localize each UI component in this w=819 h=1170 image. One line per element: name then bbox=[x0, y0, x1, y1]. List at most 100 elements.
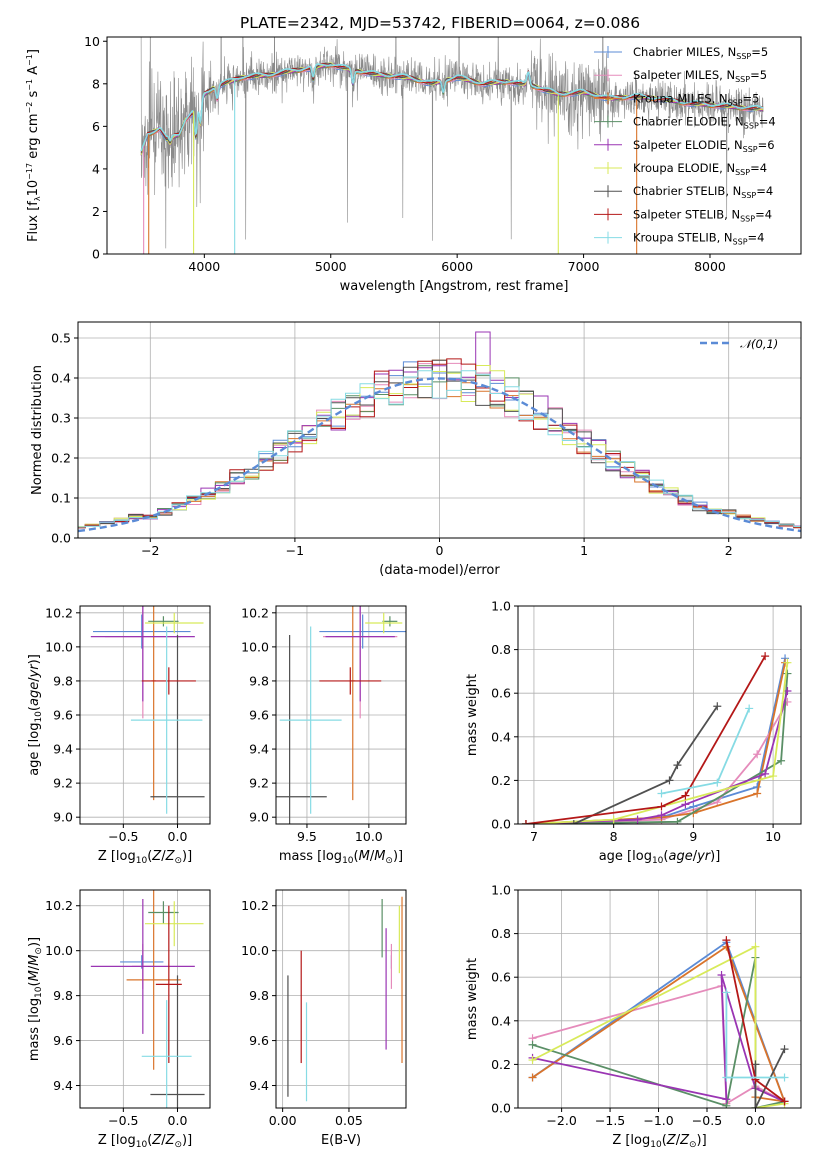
x-tick-label: 10.0 bbox=[355, 829, 383, 844]
x-tick-label: 8000 bbox=[694, 259, 726, 274]
y-tick-label: 2 bbox=[92, 204, 100, 219]
y-tick-label: 1.0 bbox=[491, 883, 511, 898]
x-tick-label: 9 bbox=[689, 829, 697, 844]
weight-series-2 bbox=[525, 662, 786, 824]
x-tick-label: 0.00 bbox=[269, 1113, 297, 1128]
y-tick-label: 9.4 bbox=[249, 1078, 269, 1093]
weight-marker bbox=[722, 1095, 731, 1104]
plot-area bbox=[276, 606, 406, 824]
weight-series-7 bbox=[525, 655, 766, 824]
weight-series-4 bbox=[525, 690, 789, 824]
model-spectrum-1 bbox=[140, 65, 764, 154]
plot-area bbox=[140, 37, 764, 254]
x-axis-label: wavelength [Angstrom, rest frame] bbox=[340, 279, 569, 294]
weight-marker bbox=[783, 687, 792, 696]
y-axis-label: mass weight bbox=[465, 674, 480, 756]
y-tick-label: 0.8 bbox=[491, 926, 511, 941]
y-axis-label: age [log10(age/yr)] bbox=[27, 654, 44, 776]
axes-frame bbox=[106, 36, 802, 255]
y-tick-label: 10.0 bbox=[45, 943, 73, 958]
weight-marker bbox=[717, 971, 726, 980]
axes-frame bbox=[517, 605, 802, 825]
weight-marker bbox=[609, 815, 618, 824]
panel-age-vs-mass: 9.5 10.0 9.0 9.2 9.4 9.6 9.8 10.0 10.2 mass [log1… bbox=[241, 605, 407, 866]
y-tick-label: 9.8 bbox=[53, 988, 73, 1003]
weight-marker bbox=[783, 669, 792, 678]
x-axis-label: Z [log10(Z/Z⊙)] bbox=[98, 849, 192, 866]
plot-area bbox=[80, 606, 210, 824]
panel-spectrum: 4000 5000 6000 7000 8000 0 2 4 6 8 10 wavelength [A… bbox=[25, 34, 802, 294]
weight-marker bbox=[713, 778, 722, 787]
y-tick-label: 10.2 bbox=[241, 898, 269, 913]
legend-label: Chabrier MILES, NSSP=5 bbox=[633, 45, 768, 61]
panel-residuals: −2 −1 0 1 2 0.0 0.1 0.2 0.3 0.4 0.5 (data-model)/er… bbox=[30, 321, 802, 578]
x-axis-label: E(B-V) bbox=[321, 1133, 361, 1148]
y-tick-label: 9.6 bbox=[53, 1033, 73, 1048]
plot-area bbox=[518, 606, 801, 824]
x-tick-label: 7000 bbox=[568, 259, 600, 274]
weight-marker bbox=[665, 776, 674, 785]
weight-marker bbox=[657, 802, 666, 811]
weight-series-1 bbox=[525, 701, 789, 824]
x-tick-label: 0.0 bbox=[746, 1113, 766, 1128]
y-tick-label: 9.2 bbox=[53, 776, 73, 791]
y-tick-label: 0.2 bbox=[51, 451, 71, 466]
weight-marker bbox=[528, 1073, 537, 1082]
y-tick-label: 9.6 bbox=[249, 708, 269, 723]
weight-marker bbox=[673, 817, 682, 824]
x-tick-label: 1 bbox=[580, 543, 588, 558]
panel-weight-vs-Z: −2.0 −1.5 −1.0 −0.5 0.0 0.0 0.2 0.4 0.6 0.8 1.0 Z [… bbox=[465, 883, 802, 1150]
axes-frame bbox=[77, 321, 802, 539]
plot-area bbox=[276, 890, 406, 1108]
y-tick-label: 9.2 bbox=[249, 776, 269, 791]
panel-mass-vs-EBV: 0.00 0.05 9.4 9.6 9.8 10.0 10.2 E(B-V) bbox=[241, 889, 407, 1148]
x-tick-label: 0.0 bbox=[168, 829, 188, 844]
weight-marker bbox=[777, 756, 786, 765]
y-tick-label: 4 bbox=[92, 161, 100, 176]
y-tick-label: 6 bbox=[92, 119, 100, 134]
x-tick-label: 0.05 bbox=[335, 1113, 363, 1128]
x-tick-label: 7 bbox=[530, 829, 538, 844]
y-tick-label: 1.0 bbox=[491, 599, 511, 614]
x-tick-label: 0 bbox=[436, 543, 444, 558]
weight-marker bbox=[780, 1097, 789, 1106]
weight-marker bbox=[722, 1073, 731, 1082]
x-axis-label: Z [log10(Z/Z⊙)] bbox=[98, 1133, 192, 1150]
axes-frame bbox=[79, 889, 211, 1109]
y-tick-label: 9.4 bbox=[53, 1078, 73, 1093]
x-tick-label: 8 bbox=[610, 829, 618, 844]
weight-marker bbox=[657, 789, 666, 798]
x-tick-label: −2 bbox=[141, 543, 159, 558]
y-tick-label: 0.0 bbox=[51, 531, 71, 546]
y-axis-label: Normed distribution bbox=[30, 365, 45, 495]
x-tick-label: −1.5 bbox=[595, 1113, 625, 1128]
y-tick-label: 9.8 bbox=[249, 673, 269, 688]
weight-series-0 bbox=[525, 658, 786, 824]
y-tick-label: 10.0 bbox=[45, 639, 73, 654]
y-tick-label: 9.0 bbox=[249, 810, 269, 825]
y-tick-label: 0 bbox=[92, 247, 100, 262]
y-tick-label: 10.0 bbox=[241, 943, 269, 958]
weight-marker bbox=[780, 1045, 789, 1054]
weight-marker bbox=[769, 772, 778, 781]
y-tick-label: 0.0 bbox=[491, 817, 511, 832]
axes-frame bbox=[275, 605, 407, 825]
x-tick-label: 2 bbox=[725, 543, 733, 558]
legend-label: Kroupa ELODIE, NSSP=4 bbox=[633, 161, 767, 177]
y-axis-label: mass weight bbox=[465, 958, 480, 1040]
y-tick-label: 0.6 bbox=[491, 970, 511, 985]
weight-series-6 bbox=[573, 705, 719, 824]
x-tick-label: −0.5 bbox=[108, 829, 138, 844]
plot-area bbox=[80, 890, 210, 1108]
y-tick-label: 9.4 bbox=[53, 742, 73, 757]
x-tick-label: 9.5 bbox=[297, 829, 317, 844]
axes-frame bbox=[79, 605, 211, 825]
panel-mass-vs-Z: −0.5 0.0 9.4 9.6 9.8 10.0 10.2 Z [log10(Z/Z⊙)] m… bbox=[27, 889, 211, 1150]
y-tick-label: 0.6 bbox=[491, 686, 511, 701]
y-tick-label: 8 bbox=[92, 76, 100, 91]
weight-marker bbox=[722, 936, 731, 945]
y-tick-label: 0.4 bbox=[51, 371, 71, 386]
y-tick-label: 0.1 bbox=[51, 491, 71, 506]
